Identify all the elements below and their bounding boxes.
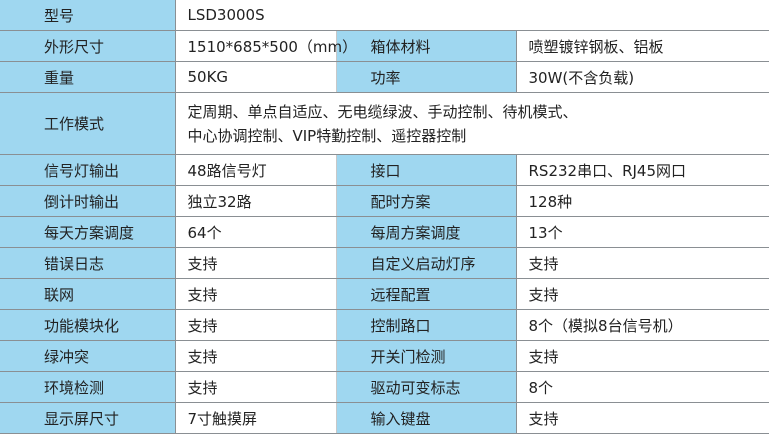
row-label-2: 自定义启动灯序: [336, 248, 516, 279]
table-row: 联网支持远程配置支持: [0, 279, 769, 310]
value-weight: 50KG: [175, 62, 336, 93]
row-value: 支持: [175, 341, 336, 372]
row-value: 64个: [175, 217, 336, 248]
row-label: 功能模块化: [0, 310, 175, 341]
row-value-2: 8个（模拟8台信号机）: [516, 310, 769, 341]
label-power: 功率: [336, 62, 516, 93]
row-label-2: 远程配置: [336, 279, 516, 310]
row-value: 支持: [175, 310, 336, 341]
row-label-2: 输入键盘: [336, 403, 516, 434]
row-model: 型号 LSD3000S: [0, 0, 769, 31]
row-size: 外形尺寸 1510*685*500（mm） 箱体材料 喷塑镀锌钢板、铝板: [0, 31, 769, 62]
row-label: 联网: [0, 279, 175, 310]
row-label: 环境检测: [0, 372, 175, 403]
row-label: 倒计时输出: [0, 186, 175, 217]
row-value: 独立32路: [175, 186, 336, 217]
label-size: 外形尺寸: [0, 31, 175, 62]
row-label-2: 控制路口: [336, 310, 516, 341]
row-label: 绿冲突: [0, 341, 175, 372]
work-mode-line-1: 定周期、单点自适应、无电缆绿波、手动控制、待机模式、: [188, 100, 769, 124]
row-value: 7寸触摸屏: [175, 403, 336, 434]
row-value-2: 8个: [516, 372, 769, 403]
row-value-2: 支持: [516, 403, 769, 434]
value-material: 喷塑镀锌钢板、铝板: [516, 31, 769, 62]
table-row: 绿冲突支持开关门检测支持: [0, 341, 769, 372]
label-weight: 重量: [0, 62, 175, 93]
row-value: 支持: [175, 248, 336, 279]
row-label-2: 配时方案: [336, 186, 516, 217]
row-label-2: 接口: [336, 155, 516, 186]
value-model: LSD3000S: [175, 0, 769, 31]
label-model: 型号: [0, 0, 175, 31]
row-label-2: 开关门检测: [336, 341, 516, 372]
row-label: 信号灯输出: [0, 155, 175, 186]
row-value: 支持: [175, 279, 336, 310]
row-label-2: 驱动可变标志: [336, 372, 516, 403]
row-value-2: 支持: [516, 341, 769, 372]
row-value-2: RS232串口、RJ45网口: [516, 155, 769, 186]
row-value-2: 13个: [516, 217, 769, 248]
row-label: 错误日志: [0, 248, 175, 279]
row-value-2: 128种: [516, 186, 769, 217]
row-label-2: 每周方案调度: [336, 217, 516, 248]
row-label: 显示屏尺寸: [0, 403, 175, 434]
label-work-mode: 工作模式: [0, 93, 175, 155]
row-value-2: 支持: [516, 248, 769, 279]
label-material: 箱体材料: [336, 31, 516, 62]
row-label: 每天方案调度: [0, 217, 175, 248]
value-power: 30W(不含负载): [516, 62, 769, 93]
row-value: 48路信号灯: [175, 155, 336, 186]
row-value-2: 支持: [516, 279, 769, 310]
row-work-mode: 工作模式 定周期、单点自适应、无电缆绿波、手动控制、待机模式、 中心协调控制、V…: [0, 93, 769, 155]
table-row: 错误日志支持自定义启动灯序支持: [0, 248, 769, 279]
value-size: 1510*685*500（mm）: [175, 31, 336, 62]
value-work-mode: 定周期、单点自适应、无电缆绿波、手动控制、待机模式、 中心协调控制、VIP特勤控…: [175, 93, 769, 155]
work-mode-line-2: 中心协调控制、VIP特勤控制、遥控器控制: [188, 124, 769, 148]
row-value: 支持: [175, 372, 336, 403]
row-weight: 重量 50KG 功率 30W(不含负载): [0, 62, 769, 93]
